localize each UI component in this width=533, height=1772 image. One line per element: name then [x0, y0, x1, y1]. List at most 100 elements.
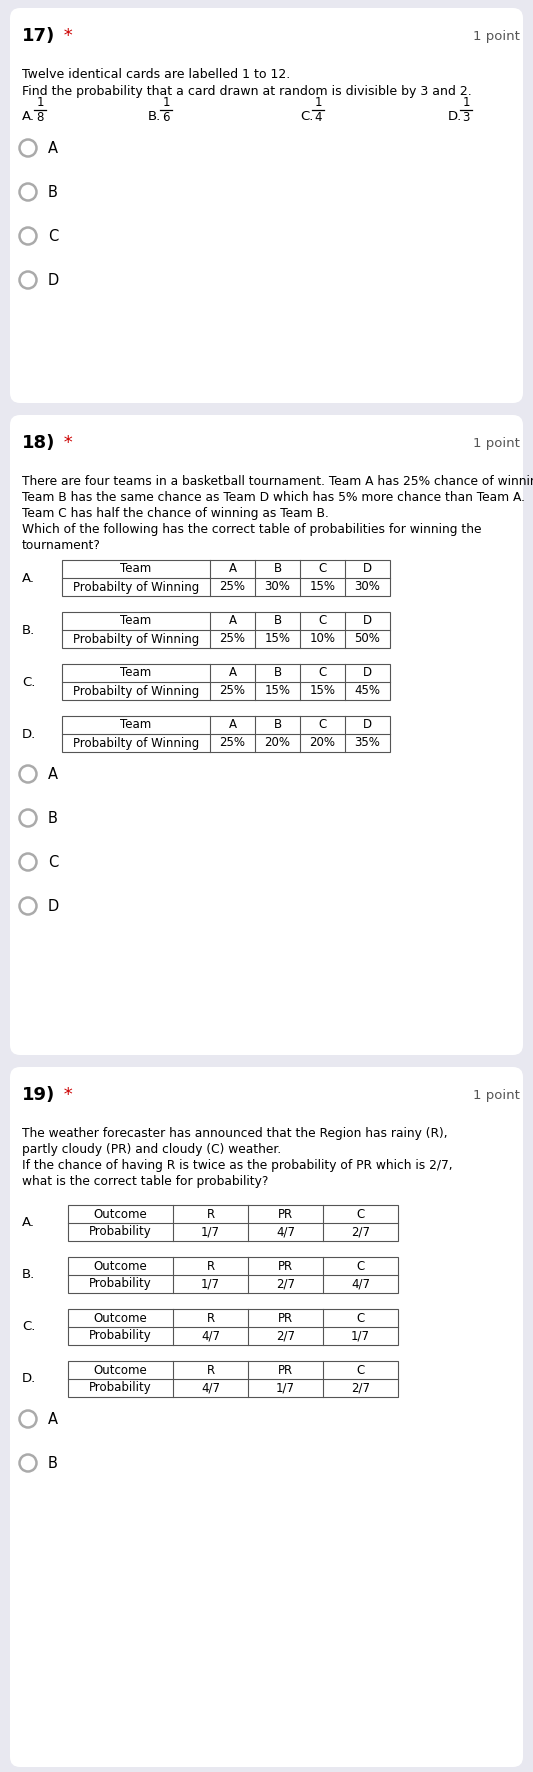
Text: Probability: Probability: [89, 1382, 152, 1395]
Text: Team: Team: [120, 562, 151, 576]
Text: A.: A.: [22, 572, 35, 585]
Text: 15%: 15%: [310, 581, 335, 594]
Text: 15%: 15%: [310, 684, 335, 698]
Text: C: C: [357, 1207, 365, 1221]
Text: 1 point: 1 point: [473, 1088, 520, 1102]
Text: *: *: [58, 1086, 72, 1104]
Bar: [62, 560, 390, 595]
Text: 8: 8: [36, 112, 44, 124]
Text: B: B: [273, 562, 281, 576]
Text: 4/7: 4/7: [351, 1278, 370, 1290]
Text: PR: PR: [278, 1363, 293, 1377]
Text: A.: A.: [22, 1217, 35, 1230]
Text: 1/7: 1/7: [201, 1278, 220, 1290]
Text: D.: D.: [22, 1373, 36, 1386]
Text: 4/7: 4/7: [201, 1382, 220, 1395]
Bar: [62, 611, 390, 649]
Text: 1 point: 1 point: [473, 30, 520, 43]
Text: 50%: 50%: [354, 633, 381, 645]
Text: Probabilty of Winning: Probabilty of Winning: [73, 633, 199, 645]
Text: C.: C.: [300, 110, 313, 122]
Text: C.: C.: [22, 1320, 35, 1334]
Text: 2/7: 2/7: [351, 1382, 370, 1395]
FancyBboxPatch shape: [10, 1067, 523, 1767]
Text: B.: B.: [22, 1269, 35, 1281]
Text: C: C: [48, 229, 58, 243]
Text: 19): 19): [22, 1086, 55, 1104]
Text: Team: Team: [120, 718, 151, 732]
Text: tournament?: tournament?: [22, 539, 101, 553]
Text: B.: B.: [22, 624, 35, 636]
Text: D.: D.: [448, 110, 462, 122]
Text: 1: 1: [162, 96, 169, 110]
Text: PR: PR: [278, 1311, 293, 1324]
Text: C: C: [318, 718, 327, 732]
Text: 2/7: 2/7: [276, 1329, 295, 1343]
Text: 2/7: 2/7: [276, 1278, 295, 1290]
Text: R: R: [206, 1363, 215, 1377]
Text: 3: 3: [462, 112, 470, 124]
Bar: [68, 1310, 398, 1345]
Bar: [68, 1256, 398, 1294]
Text: C: C: [357, 1311, 365, 1324]
Text: 6: 6: [162, 112, 169, 124]
Text: 2/7: 2/7: [351, 1226, 370, 1239]
Text: A: A: [229, 666, 237, 679]
Text: 25%: 25%: [220, 737, 246, 750]
Text: Probabilty of Winning: Probabilty of Winning: [73, 737, 199, 750]
Text: partly cloudy (PR) and cloudy (C) weather.: partly cloudy (PR) and cloudy (C) weathe…: [22, 1143, 281, 1155]
FancyBboxPatch shape: [10, 9, 523, 402]
Text: If the chance of having R is twice as the probability of PR which is 2/7,: If the chance of having R is twice as th…: [22, 1159, 453, 1171]
Text: Find the probability that a card drawn at random is divisible by 3 and 2.: Find the probability that a card drawn a…: [22, 85, 472, 97]
Text: Probability: Probability: [89, 1278, 152, 1290]
Text: B: B: [273, 718, 281, 732]
Text: C: C: [318, 666, 327, 679]
Text: B.: B.: [148, 110, 161, 122]
Text: 25%: 25%: [220, 684, 246, 698]
Text: Outcome: Outcome: [94, 1363, 148, 1377]
Text: Probability: Probability: [89, 1226, 152, 1239]
Text: Probabilty of Winning: Probabilty of Winning: [73, 581, 199, 594]
Text: A: A: [229, 562, 237, 576]
Text: 35%: 35%: [354, 737, 381, 750]
Text: PR: PR: [278, 1260, 293, 1272]
Text: *: *: [58, 434, 72, 452]
Text: 18): 18): [22, 434, 55, 452]
Text: Which of the following has the correct table of probabilities for winning the: Which of the following has the correct t…: [22, 523, 481, 535]
Text: 4/7: 4/7: [201, 1329, 220, 1343]
Text: Team: Team: [120, 666, 151, 679]
Text: 1/7: 1/7: [276, 1382, 295, 1395]
Text: 1: 1: [314, 96, 322, 110]
Text: Team C has half the chance of winning as Team B.: Team C has half the chance of winning as…: [22, 507, 329, 519]
Text: 30%: 30%: [354, 581, 381, 594]
Text: B: B: [273, 666, 281, 679]
Text: A: A: [48, 767, 58, 781]
Text: A.: A.: [22, 110, 35, 122]
Text: Outcome: Outcome: [94, 1311, 148, 1324]
Text: what is the correct table for probability?: what is the correct table for probabilit…: [22, 1175, 269, 1187]
Text: B: B: [273, 615, 281, 627]
Text: D.: D.: [22, 728, 36, 741]
Text: D: D: [48, 898, 59, 914]
Text: B: B: [48, 1455, 58, 1471]
Text: C: C: [48, 854, 58, 870]
Text: A: A: [229, 615, 237, 627]
Text: There are four teams in a basketball tournament. Team A has 25% chance of winnin: There are four teams in a basketball tou…: [22, 475, 533, 487]
Text: C: C: [318, 562, 327, 576]
Text: A: A: [48, 1412, 58, 1426]
Text: D: D: [363, 562, 372, 576]
Bar: [62, 664, 390, 700]
Text: 1/7: 1/7: [201, 1226, 220, 1239]
Text: 1: 1: [462, 96, 470, 110]
Text: 25%: 25%: [220, 633, 246, 645]
Text: Probabilty of Winning: Probabilty of Winning: [73, 684, 199, 698]
Text: A: A: [229, 718, 237, 732]
Text: Outcome: Outcome: [94, 1260, 148, 1272]
Text: 10%: 10%: [310, 633, 335, 645]
Text: PR: PR: [278, 1207, 293, 1221]
Text: 30%: 30%: [264, 581, 290, 594]
Text: Outcome: Outcome: [94, 1207, 148, 1221]
Text: Twelve identical cards are labelled 1 to 12.: Twelve identical cards are labelled 1 to…: [22, 67, 290, 82]
Text: D: D: [363, 718, 372, 732]
Text: 15%: 15%: [264, 633, 290, 645]
